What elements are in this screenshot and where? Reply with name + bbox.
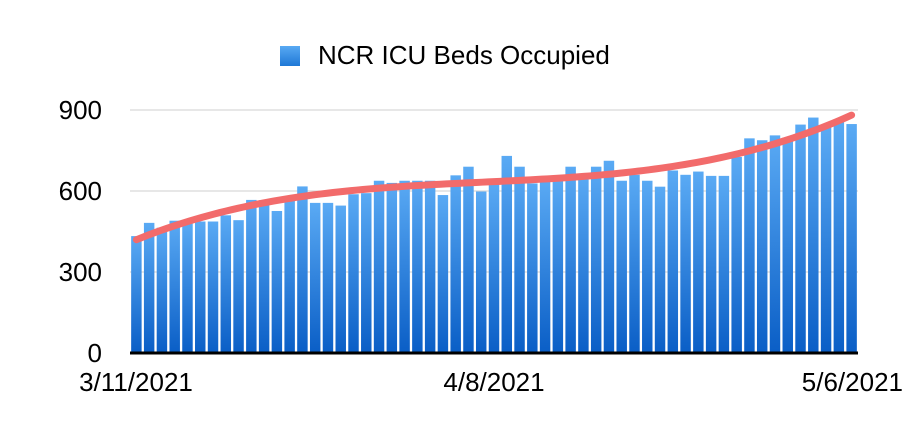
- legend-label: NCR ICU Beds Occupied: [318, 40, 610, 70]
- bar: [539, 180, 551, 353]
- bar: [795, 124, 806, 353]
- bar: [335, 205, 346, 353]
- bar: [284, 200, 295, 353]
- bar: [808, 117, 819, 353]
- bar: [629, 174, 640, 353]
- bar: [475, 191, 487, 353]
- bar: [488, 183, 500, 353]
- bar: [731, 156, 742, 353]
- bar: [424, 180, 436, 353]
- bar: [143, 222, 155, 353]
- bar: [578, 174, 589, 353]
- bar: [769, 135, 781, 353]
- bar: [718, 175, 730, 353]
- bar: [297, 186, 308, 353]
- bar: [322, 202, 334, 353]
- bar: [680, 174, 691, 353]
- bar: [131, 236, 142, 353]
- bar: [654, 186, 666, 353]
- bar: [527, 183, 538, 353]
- x-tick-label: 4/8/2021: [443, 367, 544, 397]
- trendline: [132, 111, 856, 244]
- bar: [412, 180, 423, 353]
- bar: [309, 202, 321, 353]
- bar: [616, 180, 627, 353]
- bar: [348, 194, 359, 353]
- bar: [782, 137, 793, 353]
- bar: [744, 138, 755, 353]
- bar: [705, 175, 717, 353]
- x-tick-label: 3/11/2021: [79, 367, 193, 397]
- bar: [565, 166, 576, 353]
- bar: [667, 170, 679, 353]
- bar: [195, 221, 206, 353]
- bar: [373, 180, 385, 353]
- bar: [207, 221, 219, 353]
- bar: [233, 220, 244, 353]
- bar: [501, 155, 513, 353]
- bar: [693, 171, 704, 353]
- y-tick-label: 600: [59, 176, 102, 206]
- bar: [756, 140, 768, 353]
- bar: [603, 160, 615, 353]
- y-tick-label: 0: [88, 338, 102, 368]
- bar: [463, 166, 474, 353]
- bar: [361, 193, 372, 353]
- bar: [514, 166, 525, 353]
- bar: [182, 223, 193, 353]
- bar: [552, 178, 564, 353]
- x-tick-label: 5/6/2021: [802, 367, 903, 397]
- y-tick-label: 900: [59, 95, 102, 125]
- bar: [590, 166, 602, 353]
- bar: [156, 227, 168, 353]
- bar: [169, 220, 180, 353]
- bar: [820, 126, 832, 354]
- bar: [833, 119, 845, 354]
- bar: [642, 180, 653, 353]
- bar: [399, 180, 410, 353]
- legend: NCR ICU Beds Occupied: [280, 40, 610, 71]
- bar: [450, 175, 461, 353]
- bar: [258, 200, 270, 353]
- bar: [246, 199, 257, 353]
- bar: [271, 210, 283, 353]
- bar: [437, 195, 449, 353]
- bar: [846, 124, 857, 353]
- legend-swatch: [280, 45, 300, 66]
- bar: [386, 182, 398, 353]
- y-tick-label: 300: [59, 257, 102, 287]
- bar: [220, 215, 232, 353]
